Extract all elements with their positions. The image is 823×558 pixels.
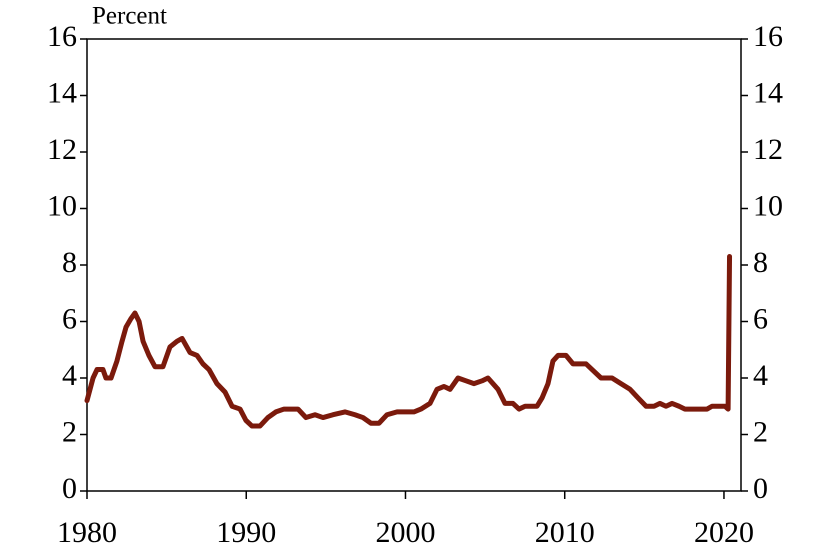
y-tick-label: 0	[62, 472, 77, 505]
x-tick-label: 2000	[375, 516, 435, 549]
y2-tick-label: 10	[753, 189, 783, 222]
x-tick-label: 2020	[694, 516, 754, 549]
x-tick-label: 1990	[216, 516, 276, 549]
plot-frame	[86, 38, 742, 492]
y2-tick-label: 0	[753, 472, 768, 505]
y2-tick-label: 4	[753, 359, 768, 392]
y2-tick-label: 14	[753, 76, 783, 109]
y-tick-label: 16	[47, 20, 77, 53]
y2-tick-label: 2	[753, 415, 768, 448]
line	[84, 254, 733, 429]
y2-tick-label: 6	[753, 302, 768, 335]
y-tick-label: 12	[47, 133, 77, 166]
y-tick-label: 8	[62, 246, 77, 279]
x-tick-label: 1980	[57, 516, 117, 549]
x-tick-label: 2010	[535, 516, 595, 549]
y-tick-label: 10	[47, 189, 77, 222]
y2-tick-label: 12	[753, 133, 783, 166]
y2-tick-label: 16	[753, 20, 783, 53]
y2-tick-label: 8	[753, 246, 768, 279]
chart-title: Percent	[92, 3, 167, 30]
y-tick-label: 14	[47, 76, 77, 109]
y-tick-label: 6	[62, 302, 77, 335]
y-tick-label: 4	[62, 359, 77, 392]
y-tick-label: 2	[62, 415, 77, 448]
